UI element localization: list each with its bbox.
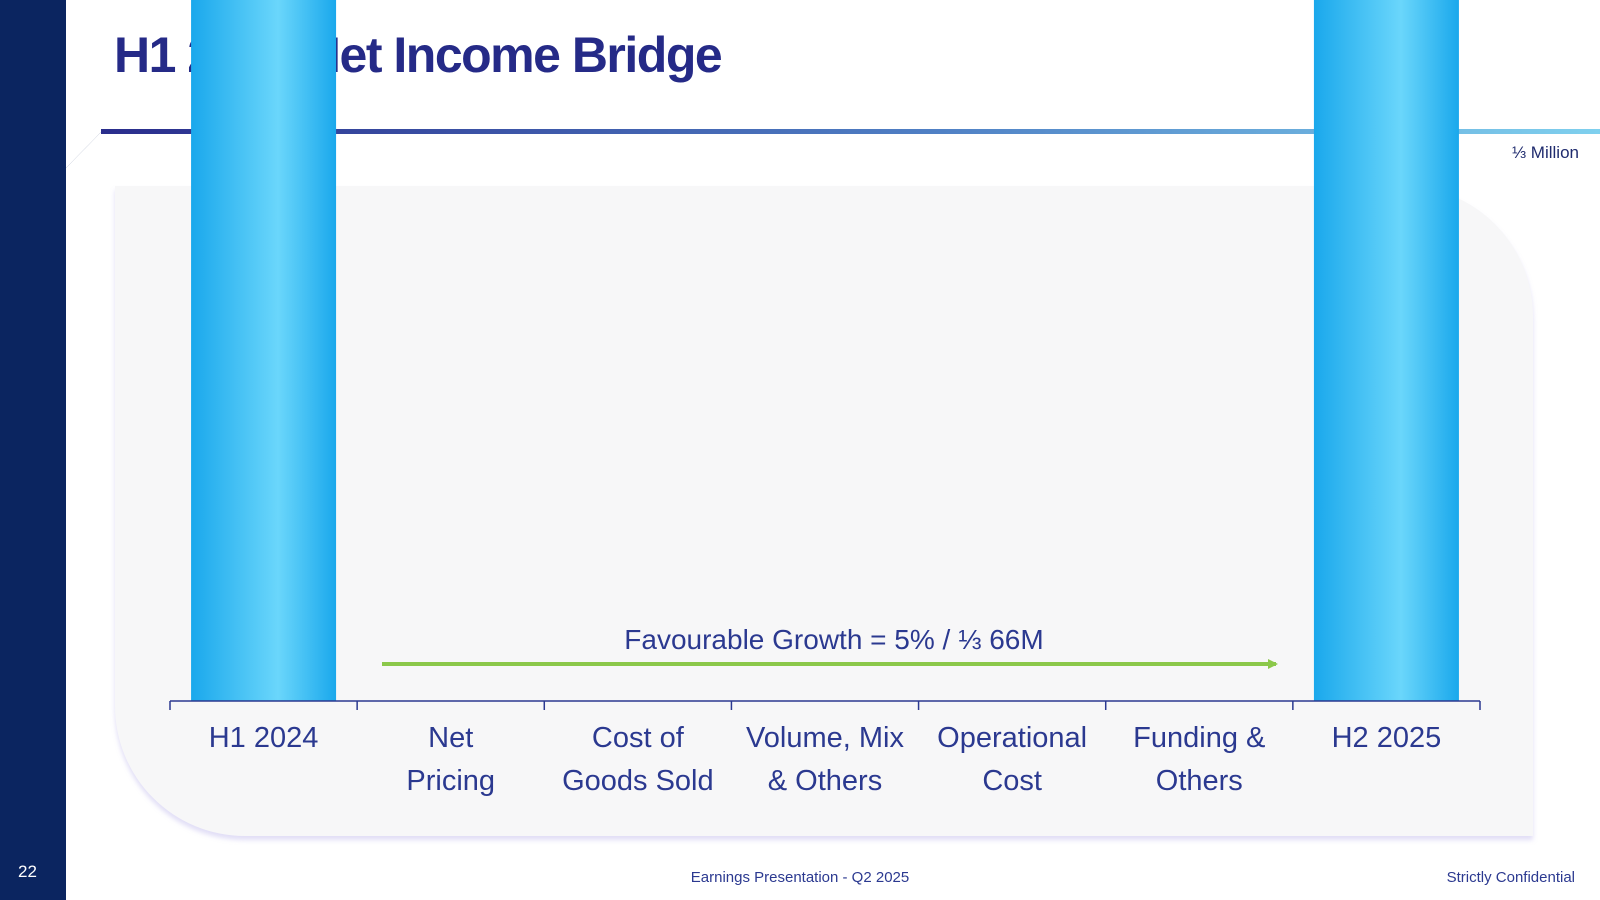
category-label-3: Volume, Mix & Others <box>746 722 904 797</box>
bar-0 <box>191 0 337 701</box>
x-axis: H1 2024 Net Pricing Cost of Goods Sold Volume… <box>169 700 1481 797</box>
page-number: 22 <box>18 862 37 881</box>
bar-6 <box>1313 0 1459 701</box>
category-label-4: Operational Cost <box>937 722 1087 797</box>
growth-annotation: Favourable Growth = 5% / ⅓ 66M <box>624 624 1043 655</box>
category-label-0: H1 2024 <box>209 722 319 754</box>
category-label-2: Cost of Goods Sold <box>562 722 714 797</box>
category-label-6: H2 2025 <box>1332 722 1442 754</box>
footer-confidential-label: Strictly Confidential <box>1446 869 1575 886</box>
chart-panel <box>115 186 1533 836</box>
left-sidebar <box>0 0 66 900</box>
category-label-1: Net Pricing <box>406 722 495 797</box>
unit-label: ⅓ Million <box>1511 143 1579 162</box>
header-background <box>66 0 1600 186</box>
category-label-5: Funding & Others <box>1133 722 1265 797</box>
header-divider-line <box>101 129 1600 134</box>
footer-presentation-label: Earnings Presentation - Q2 2025 <box>690 869 910 886</box>
bars-group: 1,312(104)(25)220(66)411,378 <box>191 0 1459 701</box>
